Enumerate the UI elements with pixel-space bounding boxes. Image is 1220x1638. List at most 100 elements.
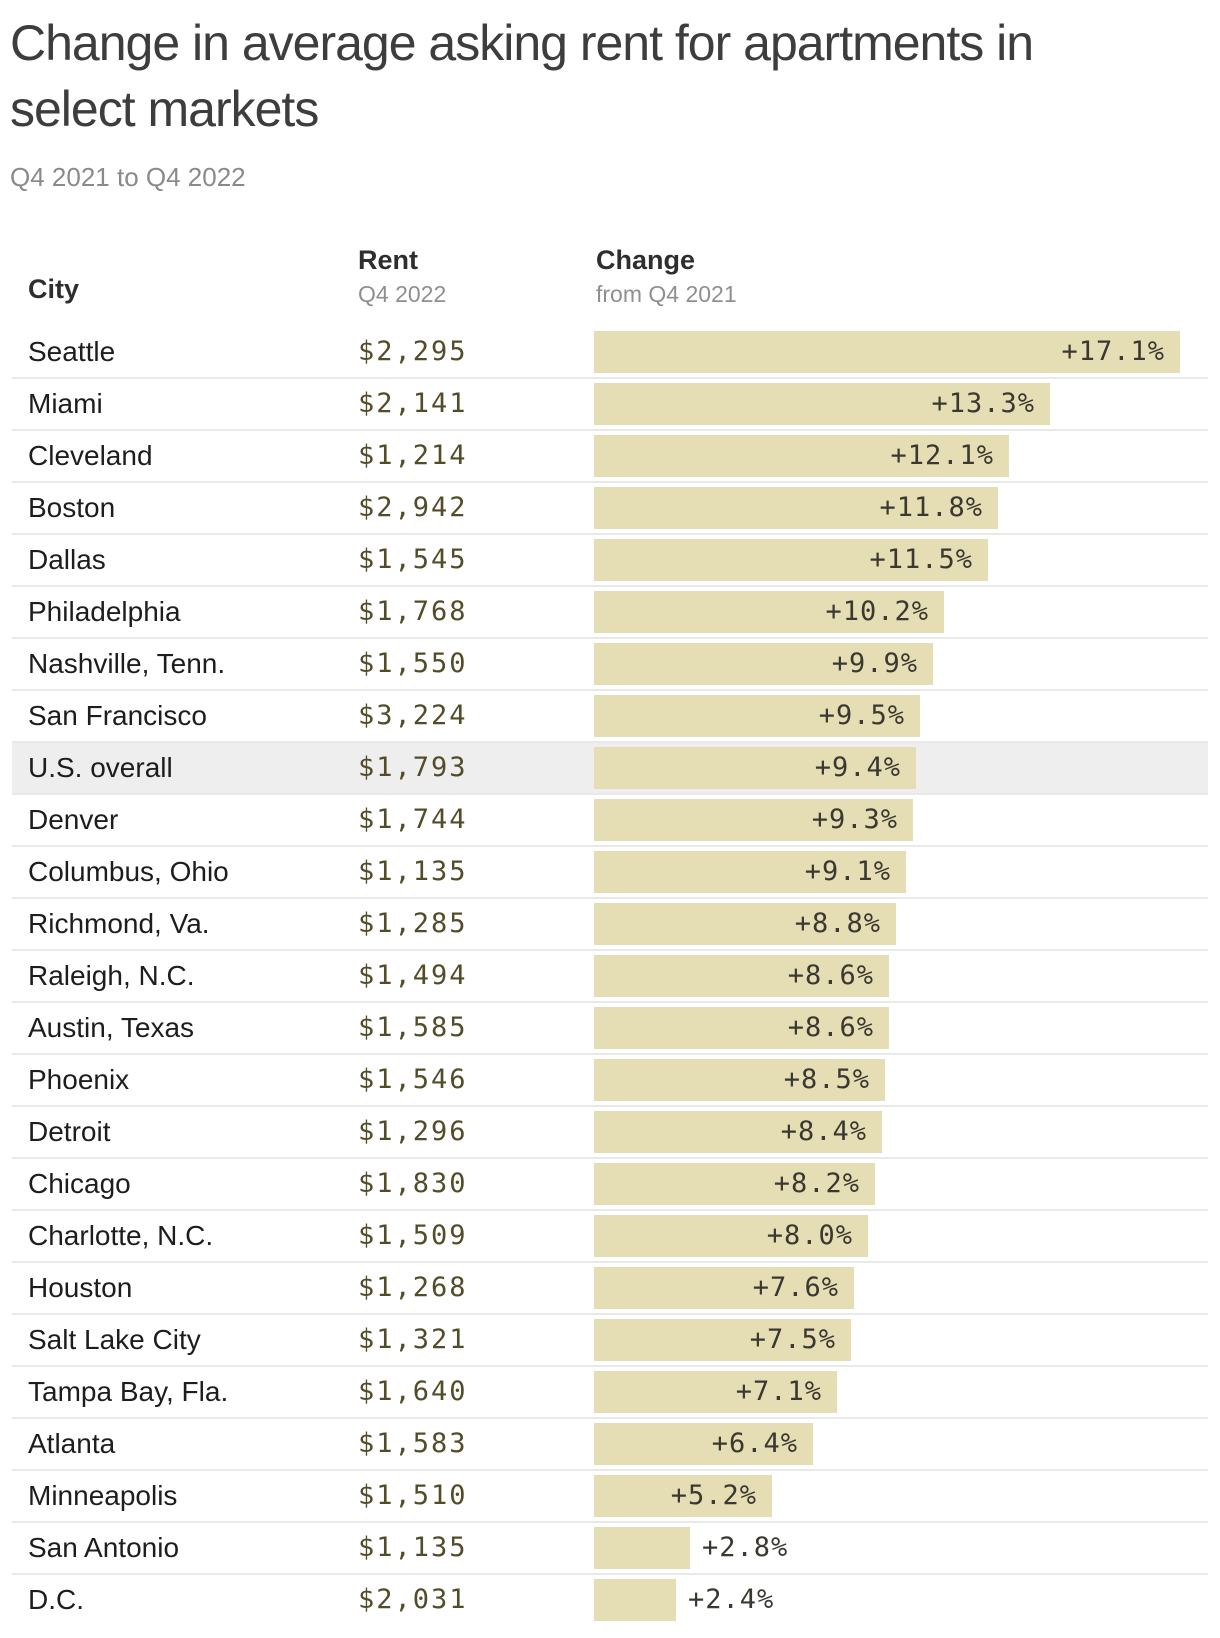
change-value-label: +9.4% — [814, 752, 901, 783]
city-label: Houston — [28, 1272, 133, 1303]
change-bar — [594, 591, 944, 633]
change-value-label: +9.3% — [811, 804, 898, 835]
row-separator — [12, 429, 1208, 431]
change-bar — [594, 747, 916, 789]
row-separator — [12, 533, 1208, 535]
table-row: Cleveland $1,214 +12.1% — [0, 429, 1220, 482]
row-separator — [12, 897, 1208, 899]
row-separator — [12, 1261, 1208, 1263]
table-row: Columbus, Ohio $1,135 +9.1% — [0, 845, 1220, 898]
change-bar — [594, 1267, 854, 1309]
table-row: Seattle $2,295 +17.1% — [0, 326, 1220, 378]
rent-value: $1,744 — [358, 804, 468, 835]
city-label: U.S. overall — [28, 752, 173, 783]
city-label: San Antonio — [28, 1532, 180, 1563]
change-value-label: +8.6% — [787, 1012, 874, 1043]
change-value-label: +2.8% — [702, 1532, 789, 1563]
change-value-label: +7.1% — [735, 1376, 822, 1407]
rent-value: $1,546 — [358, 1064, 468, 1095]
table-row: Phoenix $1,546 +8.5% — [0, 1053, 1220, 1106]
change-bar — [594, 1423, 813, 1465]
row-separator — [12, 793, 1208, 795]
city-label: Atlanta — [28, 1428, 116, 1459]
change-bar — [594, 1527, 690, 1569]
table-row: Detroit $1,296 +8.4% — [0, 1105, 1220, 1158]
rent-value: $2,295 — [358, 336, 468, 367]
city-label: Detroit — [28, 1116, 111, 1147]
column-header-rent: Rent — [358, 245, 418, 275]
city-label: D.C. — [28, 1584, 84, 1615]
city-label: Chicago — [28, 1168, 131, 1199]
change-bar — [594, 1163, 875, 1205]
change-value-label: +13.3% — [931, 388, 1035, 419]
table-row: Raleigh, N.C. $1,494 +8.6% — [0, 949, 1220, 1002]
change-bar — [594, 851, 906, 893]
city-label: Miami — [28, 388, 103, 419]
rent-value: $2,031 — [358, 1584, 468, 1615]
row-separator — [12, 1001, 1208, 1003]
change-value-label: +7.6% — [752, 1272, 839, 1303]
row-separator — [12, 1105, 1208, 1107]
column-header-city: City — [28, 274, 80, 304]
chart-rows-container: Seattle $2,295 +17.1% Miami $2,141 +13.3% Clev… — [0, 326, 1220, 1626]
rent-value: $1,583 — [358, 1428, 468, 1459]
table-row: Salt Lake City $1,321 +7.5% — [0, 1313, 1220, 1366]
change-value-label: +9.9% — [831, 648, 918, 679]
change-bar — [594, 799, 913, 841]
change-value-label: +6.4% — [711, 1428, 798, 1459]
city-label: Tampa Bay, Fla. — [28, 1376, 229, 1407]
change-bar — [594, 1215, 868, 1257]
city-label: Philadelphia — [28, 596, 181, 627]
rent-value: $1,509 — [358, 1220, 468, 1251]
city-label: Charlotte, N.C. — [28, 1220, 214, 1251]
change-value-label: +11.8% — [879, 492, 983, 523]
chart-subtitle: Q4 2021 to Q4 2022 — [10, 162, 246, 192]
city-label: Boston — [28, 492, 116, 523]
change-bar — [594, 695, 920, 737]
change-value-label: +8.8% — [794, 908, 881, 939]
rent-value: $1,494 — [358, 960, 468, 991]
row-separator — [12, 1209, 1208, 1211]
row-separator — [12, 481, 1208, 483]
change-bar — [594, 955, 889, 997]
change-bar — [594, 1111, 882, 1153]
change-value-label: +8.2% — [773, 1168, 860, 1199]
table-row: Miami $2,141 +13.3% — [0, 377, 1220, 430]
change-bar — [594, 1475, 772, 1517]
change-value-label: +8.6% — [787, 960, 874, 991]
rent-value: $2,141 — [358, 388, 468, 419]
change-bar — [594, 1059, 885, 1101]
change-bar — [594, 383, 1050, 425]
table-row: Richmond, Va. $1,285 +8.8% — [0, 897, 1220, 950]
row-separator — [12, 741, 1208, 743]
change-bar — [594, 903, 896, 945]
table-row: Chicago $1,830 +8.2% — [0, 1157, 1220, 1210]
change-bar — [594, 1371, 837, 1413]
row-separator — [12, 1469, 1208, 1471]
rent-value: $1,321 — [358, 1324, 468, 1355]
change-value-label: +2.4% — [688, 1584, 775, 1615]
column-subheader-change-period: from Q4 2021 — [596, 281, 737, 307]
change-bar — [594, 435, 1009, 477]
table-row: Boston $2,942 +11.8% — [0, 481, 1220, 534]
city-label: Austin, Texas — [28, 1012, 195, 1043]
change-bar — [594, 1579, 676, 1621]
rent-value: $1,214 — [358, 440, 468, 471]
change-value-label: +8.0% — [766, 1220, 853, 1251]
table-row: Philadelphia $1,768 +10.2% — [0, 585, 1220, 638]
table-row: D.C. $2,031 +2.4% — [0, 1573, 1220, 1626]
table-row: Tampa Bay, Fla. $1,640 +7.1% — [0, 1365, 1220, 1418]
rent-value: $1,640 — [358, 1376, 468, 1407]
row-separator — [12, 637, 1208, 639]
city-label: Raleigh, N.C. — [28, 960, 195, 991]
change-value-label: +11.5% — [869, 544, 973, 575]
change-value-label: +8.5% — [783, 1064, 870, 1095]
rent-value: $2,942 — [358, 492, 468, 523]
table-row: Nashville, Tenn. $1,550 +9.9% — [0, 637, 1220, 690]
rent-value: $1,830 — [358, 1168, 468, 1199]
change-bar — [594, 539, 988, 581]
city-label: Nashville, Tenn. — [28, 648, 226, 679]
table-row: Houston $1,268 +7.6% — [0, 1261, 1220, 1314]
city-label: Salt Lake City — [28, 1324, 201, 1355]
table-row: Dallas $1,545 +11.5% — [0, 533, 1220, 586]
